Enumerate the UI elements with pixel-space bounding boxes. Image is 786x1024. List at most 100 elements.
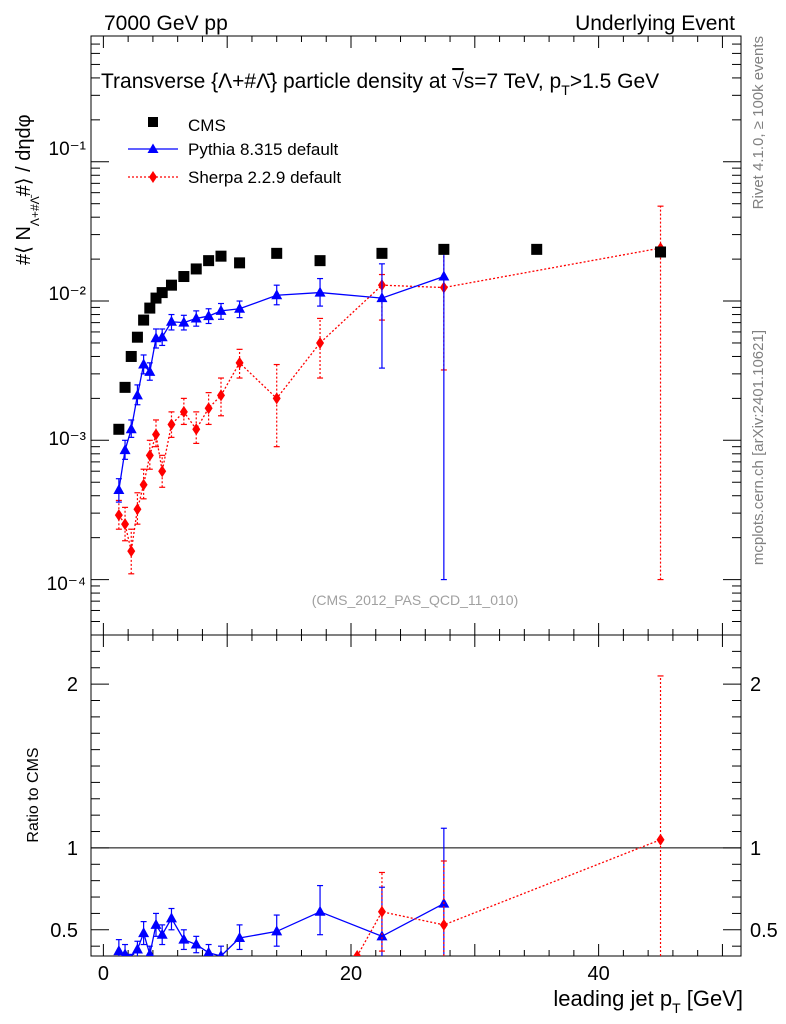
legend-marker-pythia xyxy=(147,143,159,153)
main-cms-point xyxy=(271,247,283,259)
ratio-axis-ticks xyxy=(91,635,741,956)
main-series-sherpa xyxy=(114,205,665,581)
ratio-pythia-point xyxy=(271,925,283,936)
main-axis-ticks xyxy=(91,35,741,636)
main-cms-point xyxy=(138,314,150,326)
main-pythia-point xyxy=(125,423,137,434)
ratio-pythia-point xyxy=(165,912,177,923)
ratio-sherpa-point xyxy=(439,918,448,931)
mcplots-side-label: mcplots.cern.ch [arXiv:2401.10621] xyxy=(750,330,767,565)
main-sherpa-point xyxy=(121,518,130,531)
main-sherpa-point xyxy=(133,503,142,516)
ylabel-subscript: Λ+#Λ̄ xyxy=(28,194,42,226)
main-pythia-point xyxy=(234,302,246,313)
ratio-pythia-point xyxy=(376,930,388,941)
main-pythia-line xyxy=(118,275,445,491)
ratio-pythia-point xyxy=(150,918,162,929)
main-sherpa-point xyxy=(127,545,136,558)
main-cms-point xyxy=(438,243,450,255)
ratio-pythia-point xyxy=(131,943,143,954)
legend-label-sherpa: Sherpa 2.2.9 default xyxy=(188,168,341,187)
y-tick-label-1e-3: 10⁻³ xyxy=(49,429,87,450)
ratio-pythia-point xyxy=(178,933,190,944)
ratio-sherpa-point xyxy=(353,950,362,956)
ratio-pythia-point xyxy=(138,927,150,938)
main-cms-point xyxy=(165,279,177,291)
main-cms-point xyxy=(113,423,125,435)
main-cms-point xyxy=(131,331,143,343)
ratio-y-tick-label-2: 2 xyxy=(67,674,78,696)
main-cms-point xyxy=(119,381,131,393)
main-sherpa-point xyxy=(272,392,281,405)
main-pythia-point xyxy=(144,365,156,376)
main-cms-point xyxy=(178,271,190,283)
main-pythia-point xyxy=(178,316,190,327)
title-main-text: Transverse {Λ+#Λ̄} particle density at xyxy=(101,70,452,93)
main-series-pythia xyxy=(113,246,450,581)
ratio-y-tick-label-right-2: 2 xyxy=(750,674,761,696)
main-pythia-point xyxy=(190,312,202,323)
legend-marker-cms xyxy=(148,117,158,127)
legend-label-cms: CMS xyxy=(188,116,226,135)
ratio-sherpa-point xyxy=(377,905,386,918)
ratio-pythia-point xyxy=(145,948,155,956)
main-sherpa-point xyxy=(235,356,244,369)
main-pythia-point xyxy=(138,358,150,369)
ratio-series-sherpa xyxy=(353,675,665,956)
main-pythia-point xyxy=(131,389,143,400)
analysis-watermark: (CMS_2012_PAS_QCD_11_010) xyxy=(312,592,519,608)
ratio-y-tick-label-0.5: 0.5 xyxy=(50,920,78,942)
ratio-pythia-point xyxy=(203,946,214,956)
ratio-pythia-point xyxy=(217,950,225,956)
main-pythia-point xyxy=(119,444,131,455)
x-tick-label-20: 20 xyxy=(340,963,362,985)
main-sherpa-point xyxy=(158,465,167,478)
main-y-axis-label: #⟨ NΛ+#Λ̄#⟩ / dηdφ xyxy=(13,114,42,265)
main-sherpa-point xyxy=(316,336,325,349)
y-tick-label-1e-1: 10⁻¹ xyxy=(49,139,87,160)
main-cms-point xyxy=(655,246,667,258)
ratio-y-tick-label-right-1: 1 xyxy=(750,838,761,860)
legend-label-pythia: Pythia 8.315 default xyxy=(188,140,339,159)
title-energy-text: s=7 TeV, p xyxy=(464,70,562,93)
main-sherpa-point xyxy=(145,449,154,462)
main-data-layer xyxy=(113,205,667,581)
x-tick-label-40: 40 xyxy=(587,963,609,985)
ratio-pythia-line xyxy=(118,903,445,956)
xlabel-subscript: T xyxy=(672,1000,681,1016)
ratio-y-axis-label: Ratio to CMS xyxy=(25,747,42,842)
main-series-cms xyxy=(113,243,667,435)
main-pythia-point xyxy=(165,315,177,326)
ratio-pythia-point xyxy=(190,938,202,949)
main-sherpa-point xyxy=(167,418,176,431)
ratio-sherpa-point xyxy=(656,833,665,846)
rivet-side-label: Rivet 4.1.0, ≥ 100k events xyxy=(750,36,767,209)
main-sherpa-point xyxy=(217,389,225,402)
title-sqrt-symbol: √ xyxy=(452,70,464,93)
ylabel-post: #⟩ / dηdφ xyxy=(13,114,35,196)
main-sherpa-point xyxy=(114,509,123,522)
ratio-sherpa-line xyxy=(356,839,661,956)
ratio-data-layer xyxy=(113,675,665,956)
main-cms-point xyxy=(376,247,388,259)
main-pythia-point xyxy=(271,289,283,300)
ratio-pythia-point xyxy=(113,945,125,956)
main-sherpa-point xyxy=(192,423,201,436)
main-cms-point xyxy=(314,255,326,267)
ylabel-pre: #⟨ N xyxy=(13,226,35,265)
main-cms-point xyxy=(144,302,156,314)
main-pythia-point xyxy=(113,483,125,494)
main-sherpa-point xyxy=(179,405,188,418)
main-cms-point xyxy=(215,250,227,262)
main-pythia-point xyxy=(376,292,388,303)
main-pythia-point xyxy=(314,286,326,297)
main-cms-point xyxy=(531,243,543,255)
y-tick-label-1e-4: 10⁻⁴ xyxy=(47,574,86,595)
main-sherpa-line xyxy=(118,247,661,552)
main-pythia-point xyxy=(215,304,227,315)
x-axis-label: leading jet pT [GeV] xyxy=(553,986,743,1016)
legend: CMS Pythia 8.315 default Sherpa 2.2.9 de… xyxy=(128,116,341,187)
title-tail-text: >1.5 GeV xyxy=(570,70,659,93)
header-right-label: Underlying Event xyxy=(575,12,735,35)
main-cms-point xyxy=(125,350,137,362)
